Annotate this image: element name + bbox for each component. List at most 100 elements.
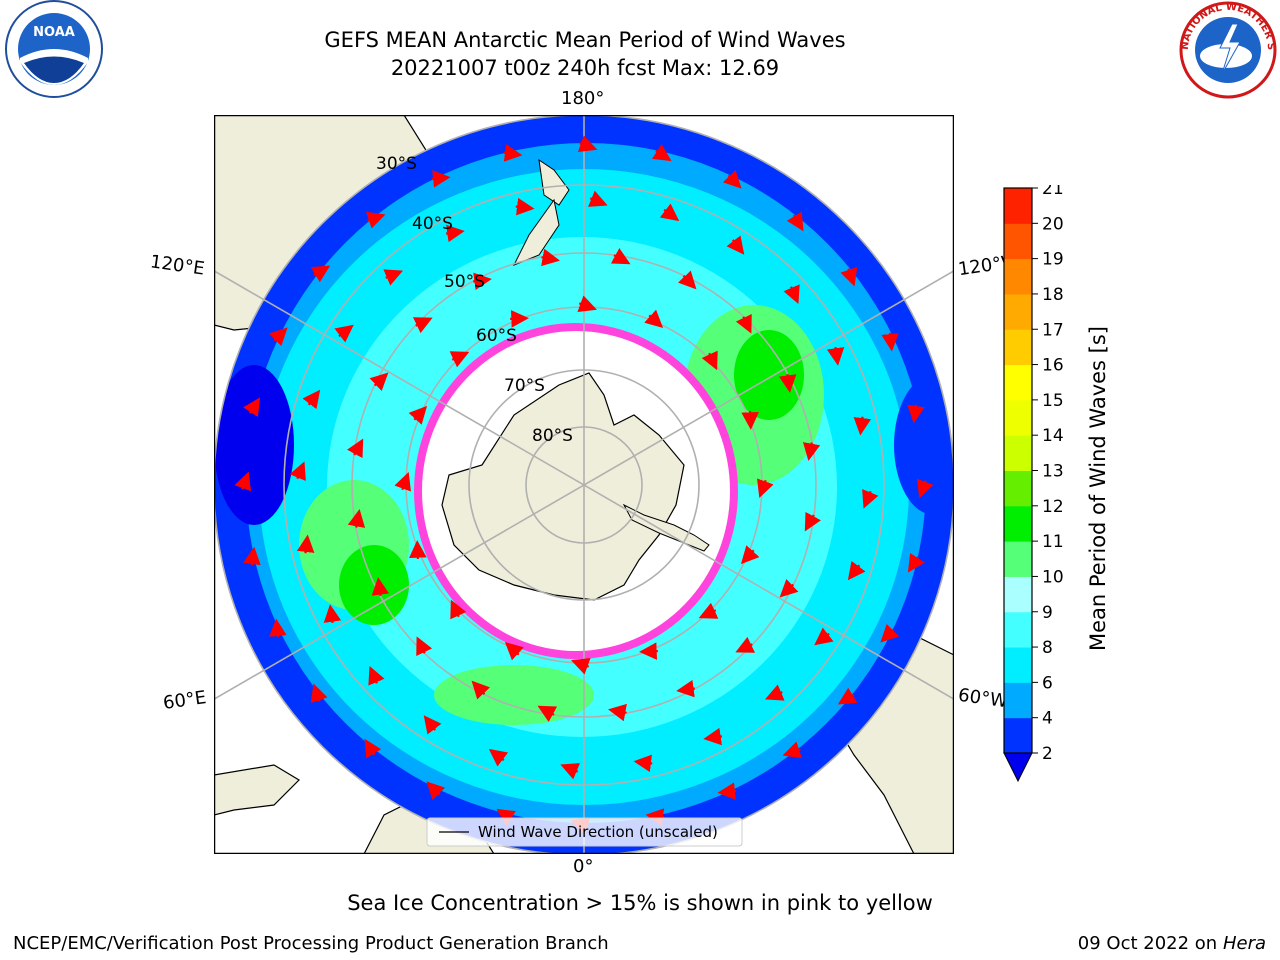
colorbar-tick-label: 13 — [1042, 462, 1064, 482]
colorbar-tick-label: 11 — [1042, 532, 1064, 552]
footer-machine: Hera — [1222, 933, 1266, 954]
wave-direction-arrow — [577, 295, 597, 312]
colorbar-band — [1004, 647, 1032, 683]
wave-direction-arrow — [610, 248, 631, 265]
wave-direction-arrow — [802, 442, 821, 461]
wave-direction-arrow — [537, 705, 558, 722]
wave-direction-arrow — [840, 266, 858, 287]
colorbar-band — [1004, 364, 1032, 401]
colorbar-tick-label: 19 — [1042, 250, 1064, 270]
wave-direction-arrow — [296, 534, 315, 554]
wave-direction-arrow — [917, 478, 934, 499]
wave-direction-arrow — [394, 472, 411, 492]
wave-direction-arrow — [368, 665, 385, 686]
lat-label-30s: 30°S — [376, 154, 417, 174]
wave-direction-arrow — [701, 350, 718, 371]
latitude-labels: 30°S 40°S 50°S 60°S 70°S 80°S — [376, 154, 573, 446]
colorbar-tick-label: 6 — [1042, 673, 1053, 693]
colorbar-tick-label: 16 — [1042, 356, 1064, 376]
wave-direction-arrow — [677, 270, 697, 290]
wave-direction-arrow — [608, 703, 627, 722]
colorbar-tick-label: 15 — [1042, 391, 1064, 411]
wave-direction-arrow — [347, 438, 364, 459]
colorbar-tick-label: 14 — [1042, 426, 1064, 446]
colorbar: 2 4 6 8 9 10 11 12 13 14 15 16 17 18 19 20 21 — [1003, 185, 1064, 783]
wave-direction-arrow — [853, 416, 872, 436]
wave-direction-arrow — [412, 317, 433, 334]
new-zealand-north — [538, 158, 570, 206]
wave-direction-arrow — [416, 636, 433, 657]
wind-wave-arrows — [234, 135, 934, 835]
lon-label-120e: 120°E — [148, 251, 206, 280]
wave-direction-arrow — [778, 374, 797, 393]
map-frame — [214, 115, 954, 854]
colorbar-tick-label: 9 — [1042, 603, 1053, 623]
colorbar-band — [1004, 470, 1032, 507]
footer-date-text: 09 Oct 2022 on — [1077, 933, 1218, 954]
antarctica-land — [441, 372, 685, 601]
wave-direction-arrow — [722, 169, 742, 189]
colorbar-bands — [1004, 188, 1032, 754]
colorbar-band — [1004, 611, 1032, 648]
wave-direction-arrow — [310, 683, 328, 704]
wave-direction-arrow — [323, 604, 342, 624]
wave-direction-arrow — [703, 727, 723, 746]
colorbar-band — [1004, 329, 1032, 366]
lat-label-40s: 40°S — [412, 214, 453, 234]
wave-direction-arrow — [243, 397, 261, 417]
wave-direction-arrow — [450, 599, 467, 620]
wave-direction-arrow — [740, 545, 760, 565]
wave-direction-arrow — [383, 269, 404, 286]
wave-direction-arrow — [880, 623, 900, 643]
wave-direction-arrow — [764, 684, 785, 701]
chart-title: GEFS MEAN Antarctic Mean Period of Wind … — [324, 28, 846, 52]
wave-direction-arrow — [560, 763, 580, 780]
colorbar-tick-label: 21 — [1042, 185, 1064, 199]
wave-direction-arrow — [431, 170, 451, 188]
antarctic-map: Wind Wave Direction (unscaled) 30°S 40°S… — [214, 115, 954, 854]
antarctic-peninsula — [622, 503, 710, 552]
colorbar-band — [1004, 717, 1032, 754]
colorbar-tick-label: 17 — [1042, 320, 1064, 340]
wave-direction-arrow — [445, 224, 465, 243]
wave-direction-arrow — [782, 741, 803, 759]
colorbar-band — [1004, 188, 1032, 224]
wave-direction-arrow — [726, 235, 745, 255]
wave-direction-arrow — [408, 405, 428, 425]
wave-direction-arrow — [644, 309, 664, 329]
noaa-logo: NOAA — [5, 0, 103, 98]
wave-direction-arrow — [310, 265, 331, 283]
wave-direction-arrow — [541, 248, 560, 267]
colorbar-band — [1004, 293, 1032, 330]
wave-direction-arrow — [735, 313, 752, 334]
wave-direction-arrow — [243, 546, 261, 566]
footer-branch: NCEP/EMC/Verification Post Processing Pr… — [13, 933, 609, 954]
lat-label-50s: 50°S — [444, 272, 485, 292]
wave-direction-arrow — [814, 627, 834, 646]
wave-direction-arrow — [423, 715, 442, 735]
graticule — [214, 115, 954, 854]
wave-direction-arrow — [449, 351, 470, 368]
wave-direction-arrow — [786, 211, 804, 232]
legend-label: Wind Wave Direction (unscaled) — [478, 823, 718, 841]
wave-direction-arrow — [289, 461, 306, 481]
wave-direction-arrow — [515, 197, 535, 216]
colorbar-band — [1004, 399, 1032, 436]
footer-date: 09 Oct 2022 on Hera — [1078, 933, 1266, 954]
wave-direction-arrow — [577, 135, 598, 152]
wave-direction-arrow — [735, 636, 756, 653]
lon-label-180: 180° — [561, 88, 605, 109]
wave-direction-arrow — [503, 144, 523, 162]
colorbar-tick-label: 2 — [1042, 744, 1053, 764]
colorbar-tick-label: 18 — [1042, 285, 1064, 305]
wave-direction-arrow — [473, 272, 492, 291]
colorbar-tick-label: 12 — [1042, 497, 1064, 517]
wave-direction-arrow — [369, 372, 389, 392]
wave-direction-arrow — [347, 509, 366, 528]
wave-direction-arrow — [588, 190, 608, 207]
lon-label-0: 0° — [573, 856, 594, 877]
wave-direction-arrow — [302, 389, 321, 410]
sea-ice-note: Sea Ice Concentration > 15% is shown in … — [347, 891, 933, 915]
wave-direction-arrow — [645, 808, 665, 826]
wave-direction-arrow — [364, 738, 382, 759]
